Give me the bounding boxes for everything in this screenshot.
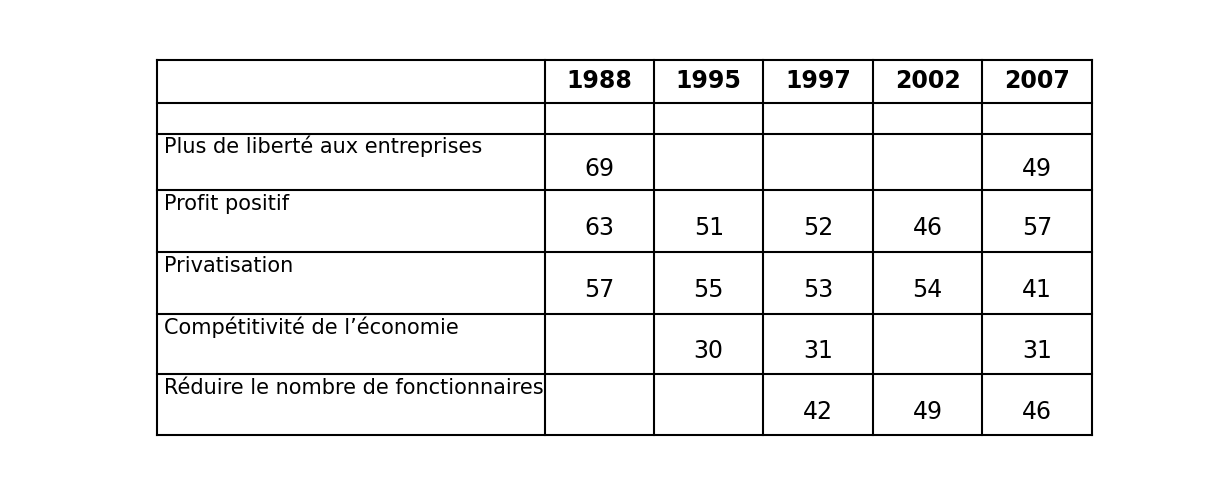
Text: Réduire le nombre de fonctionnaires: Réduire le nombre de fonctionnaires	[164, 378, 544, 397]
Text: 1997: 1997	[785, 69, 850, 93]
Text: Privatisation: Privatisation	[164, 256, 293, 275]
Text: 31: 31	[803, 339, 833, 363]
Text: 54: 54	[912, 278, 943, 302]
Text: 49: 49	[1022, 156, 1052, 180]
Text: 31: 31	[1022, 339, 1052, 363]
Text: 69: 69	[584, 156, 615, 180]
Text: 46: 46	[912, 217, 943, 241]
Text: 63: 63	[584, 217, 615, 241]
Text: 46: 46	[1022, 400, 1052, 424]
Text: 57: 57	[1022, 217, 1052, 241]
Text: 1995: 1995	[676, 69, 741, 93]
Text: 2002: 2002	[894, 69, 960, 93]
Text: 49: 49	[912, 400, 943, 424]
Text: 42: 42	[803, 400, 833, 424]
Text: 53: 53	[803, 278, 833, 302]
Text: 55: 55	[694, 278, 724, 302]
Text: 41: 41	[1022, 278, 1052, 302]
Text: 30: 30	[694, 339, 724, 363]
Text: 57: 57	[584, 278, 615, 302]
Text: 2007: 2007	[1004, 69, 1070, 93]
Text: 51: 51	[694, 217, 724, 241]
Text: Plus de liberté aux entreprises: Plus de liberté aux entreprises	[164, 135, 482, 157]
Text: 1988: 1988	[566, 69, 632, 93]
Text: 52: 52	[803, 217, 833, 241]
Text: Compétitivité de l’économie: Compétitivité de l’économie	[164, 317, 459, 338]
Text: Profit positif: Profit positif	[164, 194, 289, 214]
